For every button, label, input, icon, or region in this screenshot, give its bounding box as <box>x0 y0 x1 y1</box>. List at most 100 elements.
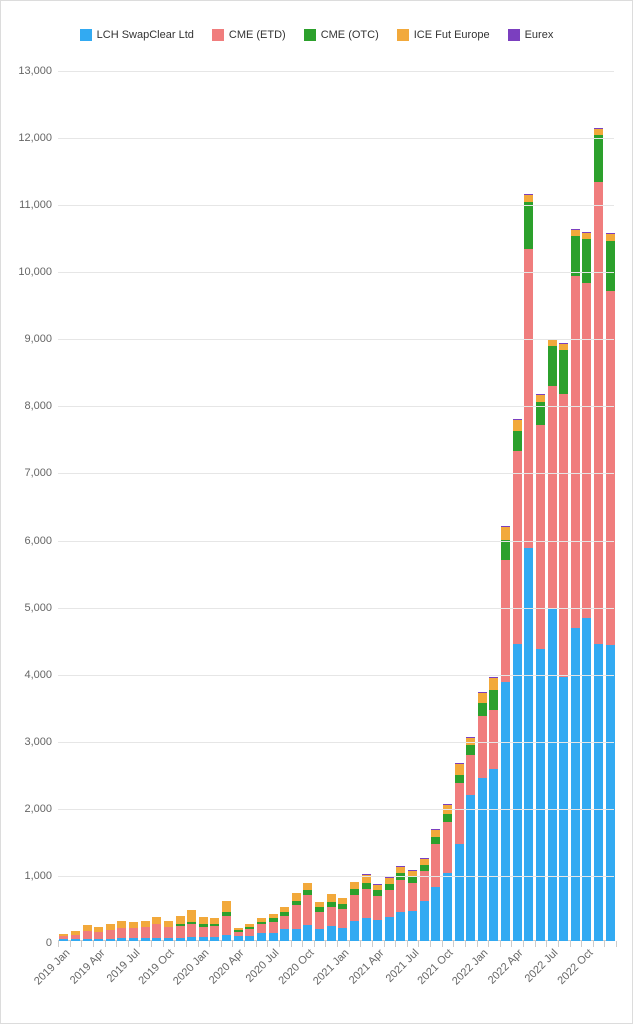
plot-area: 01,0002,0003,0004,0005,0006,0007,0008,00… <box>58 71 614 941</box>
bar-segment <box>245 924 254 927</box>
legend-label: CME (OTC) <box>321 29 379 41</box>
bar-segment <box>245 927 254 929</box>
bar-segment <box>466 755 475 795</box>
y-tick-label: 5,000 <box>24 602 58 614</box>
legend-item: LCH SwapClear Ltd <box>80 29 194 41</box>
bar-segment <box>548 339 557 346</box>
bar-segment <box>559 350 568 394</box>
bar-segment <box>513 451 522 644</box>
bar-segment <box>501 560 510 682</box>
bar-segment <box>501 682 510 941</box>
bar-segment <box>431 829 440 837</box>
x-tick-mark <box>105 941 106 947</box>
bar-segment <box>513 431 522 451</box>
x-tick-mark <box>209 941 210 947</box>
bar-segment <box>478 716 487 778</box>
bar <box>513 419 522 941</box>
y-tick-label: 12,000 <box>18 132 58 144</box>
bar-segment <box>315 907 324 911</box>
bar-segment <box>303 883 312 890</box>
legend-swatch <box>212 29 224 41</box>
bar <box>466 737 475 941</box>
x-tick-mark <box>81 941 82 947</box>
bar-segment <box>455 763 464 774</box>
bar-segment <box>501 526 510 527</box>
x-tick-mark <box>546 941 547 947</box>
bar-segment <box>327 902 336 907</box>
bar-segment <box>455 844 464 941</box>
bar-segment <box>222 912 231 916</box>
bar-segment <box>234 936 243 941</box>
x-tick-mark <box>186 941 187 947</box>
y-tick-label: 10,000 <box>18 266 58 278</box>
bar-segment <box>478 692 487 693</box>
bar-segment <box>582 232 591 233</box>
bar-segment <box>408 877 417 883</box>
bar <box>548 339 557 941</box>
bar-segment <box>327 894 336 902</box>
x-tick-mark <box>291 941 292 947</box>
x-tick-mark <box>372 941 373 947</box>
bar-segment <box>536 402 545 425</box>
x-tick-mark <box>163 941 164 947</box>
bar-segment <box>431 844 440 888</box>
x-tick-mark <box>442 941 443 947</box>
chart-card: LCH SwapClear LtdCME (ETD)CME (OTC)ICE F… <box>0 0 633 1024</box>
legend-swatch <box>508 29 520 41</box>
bar-segment <box>292 893 301 901</box>
bar-segment <box>280 912 289 916</box>
bar-segment <box>606 645 615 941</box>
grid-line <box>58 272 614 273</box>
bar-segment <box>524 194 533 195</box>
bar-segment <box>606 234 615 241</box>
bar-segment <box>176 924 185 927</box>
bar <box>478 691 487 941</box>
y-tick-label: 13,000 <box>18 65 58 77</box>
bar-segment <box>129 938 138 941</box>
x-tick-mark <box>58 941 59 947</box>
bar-segment <box>362 883 371 889</box>
bar-segment <box>385 877 394 884</box>
y-tick-label: 11,000 <box>19 199 58 211</box>
x-tick-mark <box>337 941 338 947</box>
grid-line <box>58 138 614 139</box>
bar-segment <box>536 649 545 941</box>
bar-segment <box>606 241 615 291</box>
bar-segment <box>594 128 603 129</box>
y-tick-label: 4,000 <box>24 669 58 681</box>
bar-segment <box>571 276 580 628</box>
bar-segment <box>315 912 324 929</box>
x-tick-mark <box>128 941 129 947</box>
x-tick-mark <box>523 941 524 947</box>
x-tick-mark <box>221 941 222 947</box>
bar-segment <box>524 195 533 202</box>
bar-segment <box>420 865 429 871</box>
bar-segment <box>59 936 68 939</box>
bar-segment <box>524 202 533 249</box>
bar-segment <box>548 608 557 941</box>
bar-segment <box>571 229 580 236</box>
y-tick-label: 9,000 <box>24 333 58 345</box>
grid-line <box>58 339 614 340</box>
bar-segment <box>396 880 405 912</box>
bar-segment <box>582 233 591 240</box>
bar-segment <box>571 236 580 276</box>
bar-segment <box>594 644 603 941</box>
legend-item: Eurex <box>508 29 554 41</box>
legend-item: ICE Fut Europe <box>397 29 490 41</box>
grid-line <box>58 205 614 206</box>
grid-line <box>58 541 614 542</box>
bar-segment <box>489 710 498 768</box>
bar <box>594 128 603 941</box>
x-tick-mark <box>302 941 303 947</box>
bar <box>455 763 464 941</box>
bar-segment <box>234 932 243 937</box>
bar-segment <box>559 343 568 344</box>
bar-segment <box>303 890 312 895</box>
x-tick-mark <box>570 941 571 947</box>
x-tick-mark <box>500 941 501 947</box>
legend-label: LCH SwapClear Ltd <box>97 29 194 41</box>
bar-segment <box>396 866 405 873</box>
bar-segment <box>489 769 498 941</box>
bar-segment <box>536 394 545 395</box>
